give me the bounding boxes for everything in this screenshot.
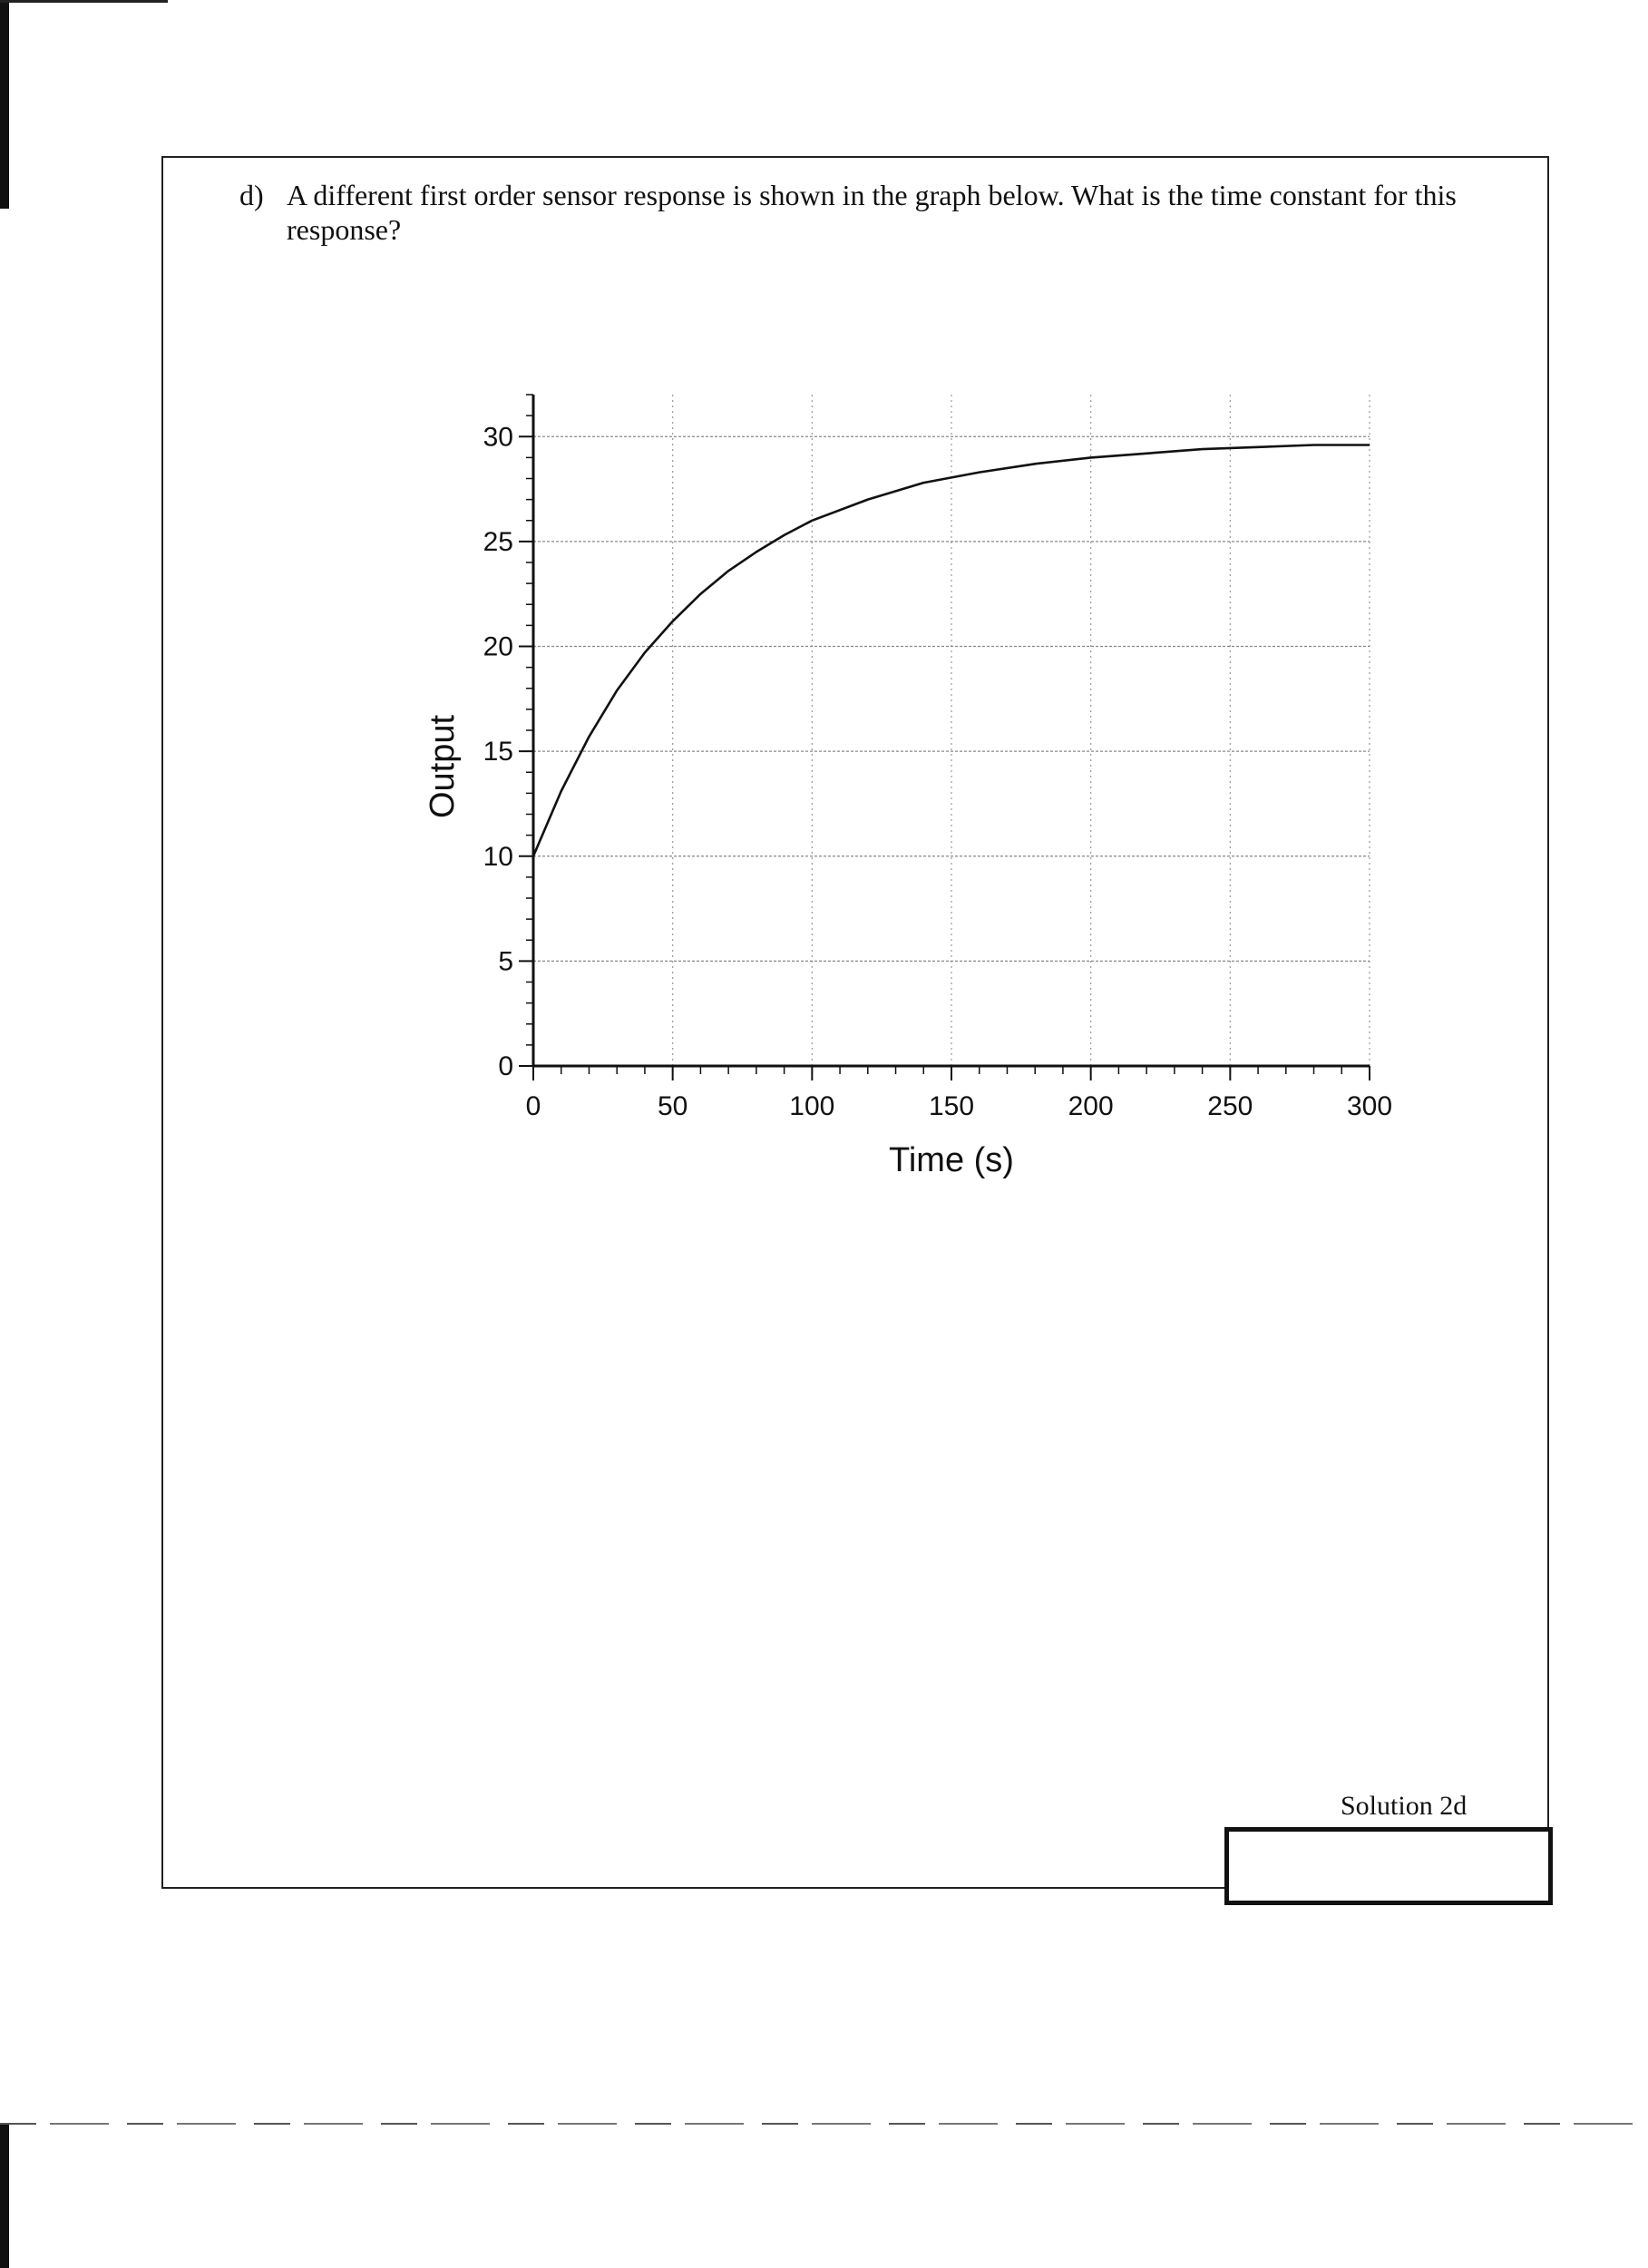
x-tick-label: 0 [526,1091,541,1121]
scan-edge-left-lower [0,2123,9,2268]
y-tick-label: 15 [483,737,513,767]
response-curve [531,444,1370,857]
y-tick-label: 30 [483,422,513,452]
x-tick-label: 300 [1347,1091,1392,1121]
scan-top-mark [0,0,168,3]
question-text: A different first order sensor response … [287,179,1457,246]
x-tick-label: 100 [789,1091,834,1121]
y-tick-label: 20 [483,632,513,662]
x-tick-label: 150 [929,1091,974,1121]
response-chart: 0 5 10 15 20 25 30 0 50 100 150 200 250 300 Time (s) Ou… [417,376,1433,1216]
y-axis-title: Output [424,715,462,819]
question-frame [161,156,1549,1889]
scan-bottom-line [0,2123,1648,2125]
solution-label: Solution 2d [1341,1791,1468,1821]
question-label: d) [239,179,264,211]
x-tick-label: 200 [1068,1091,1114,1121]
x-tick-label: 50 [658,1091,687,1121]
solution-answer-box[interactable] [1224,1827,1553,1905]
scan-edge-left [0,0,9,209]
y-tick-label: 25 [483,527,513,557]
x-tick-label: 250 [1207,1091,1253,1121]
x-axis-title: Time (s) [889,1141,1014,1179]
y-tick-label: 5 [498,946,513,976]
y-tick-label: 10 [483,842,513,872]
y-tick-label: 0 [498,1051,513,1081]
